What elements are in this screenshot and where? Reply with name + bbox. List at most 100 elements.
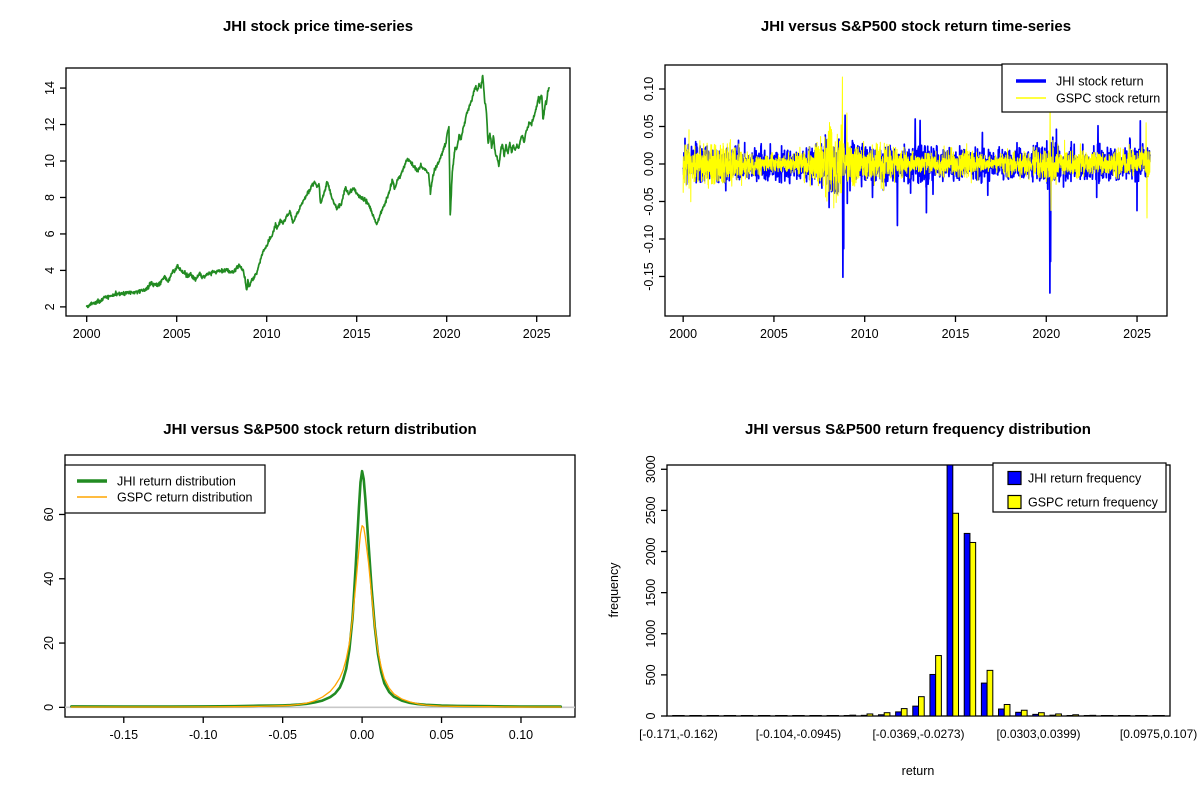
y-tick-label: 2 — [43, 303, 57, 310]
jhi-frequency-bar — [1032, 713, 1040, 717]
histogram-ylabel: frequency — [607, 562, 621, 618]
y-tick-label: 500 — [644, 664, 658, 685]
x-tick-label: -0.15 — [110, 728, 139, 742]
gspc-density-curve — [70, 525, 562, 708]
plot-border — [664, 64, 1168, 317]
histogram-xlabel: return — [902, 764, 935, 778]
gspc-frequency-bar — [815, 715, 822, 717]
y-tick-label: 20 — [42, 636, 56, 650]
gspc-frequency-bar — [969, 541, 977, 717]
density-chart-title: JHI versus S&P500 stock return distribut… — [163, 421, 476, 438]
legend-box — [64, 464, 266, 514]
x-tick-label: 2010 — [851, 327, 879, 341]
gspc-frequency-bar — [883, 712, 891, 717]
bin-range-label: [0.0303,0.0399) — [996, 727, 1080, 741]
x-tick-label: 2000 — [669, 327, 697, 341]
jhi-price-line — [85, 74, 550, 309]
gspc-frequency-bar — [918, 696, 925, 717]
x-tick-label: 2010 — [253, 327, 281, 341]
jhi-frequency-bar — [1066, 715, 1074, 717]
x-tick-label: 2015 — [942, 327, 970, 341]
gspc-frequency-bar — [729, 715, 737, 717]
y-tick-label: 0.05 — [642, 114, 656, 138]
jhi-frequency-bar — [1015, 711, 1022, 717]
density-chart-content: -0.15 -0.10 -0.05 0.00 0.05 0.10 0 20 40 60 JHI re… — [42, 454, 576, 742]
jhi-frequency-bar — [1049, 714, 1057, 717]
gspc-frequency-bar — [849, 714, 857, 717]
legend-label: JHI stock return — [1056, 75, 1144, 89]
gspc-return-line — [682, 76, 1151, 219]
price-chart-title: JHI stock price time-series — [223, 18, 413, 35]
y-tick-label: 8 — [43, 194, 57, 201]
y-tick-label: -0.10 — [642, 225, 656, 254]
x-tick-label: 0.10 — [509, 728, 533, 742]
jhi-frequency-bar — [877, 714, 885, 717]
jhi-frequency-bar — [672, 715, 679, 717]
x-tick-label: -0.05 — [268, 728, 297, 742]
y-tick-label: 2500 — [644, 496, 658, 524]
y-tick-label: 4 — [43, 267, 57, 274]
jhi-frequency-bar — [860, 714, 868, 717]
x-tick-label: 0.00 — [350, 728, 374, 742]
legend-label: JHI return distribution — [117, 475, 236, 489]
bin-range-label: [0.0975,0.107) — [1120, 727, 1197, 741]
jhi-frequency-bar — [929, 673, 937, 717]
jhi-frequency-bar — [963, 532, 971, 717]
x-tick-label: 2020 — [1032, 327, 1060, 341]
density-chart: JHI versus S&P500 stock return distribut… — [42, 421, 576, 742]
y-tick-label: 0.10 — [642, 77, 656, 101]
jhi-frequency-bar — [757, 715, 765, 717]
bin-range-label: [-0.171,-0.162) — [639, 727, 718, 741]
plot-border — [65, 67, 571, 317]
jhi-frequency-bar — [723, 715, 731, 717]
jhi-frequency-bar — [809, 715, 817, 717]
gspc-frequency-bar — [952, 512, 960, 717]
y-tick-label: 0 — [42, 704, 56, 711]
jhi-frequency-bar — [895, 711, 902, 717]
gspc-frequency-bar — [1003, 703, 1011, 717]
gspc-frequency-bar — [1038, 712, 1045, 717]
gspc-frequency-bar — [866, 713, 874, 717]
histogram-chart-title: JHI versus S&P500 return frequency distr… — [745, 421, 1091, 438]
gspc-frequency-bar — [986, 669, 994, 717]
histogram-chart: JHI versus S&P500 return frequency distr… — [607, 421, 1197, 778]
gspc-frequency-bar — [763, 715, 771, 717]
y-tick-label: 12 — [43, 118, 57, 132]
bin-range-label: [-0.0369,-0.0273) — [872, 727, 964, 741]
jhi-frequency-bar — [1083, 715, 1091, 717]
bin-range-label: [-0.104,-0.0945) — [756, 727, 841, 741]
gspc-frequency-bar — [935, 655, 942, 717]
gspc-frequency-bar — [832, 715, 839, 717]
price-chart-content: 2000 2005 2010 2015 2020 2025 2 4 6 8 10 12 14 — [43, 67, 571, 341]
legend-label: JHI return frequency — [1028, 472, 1142, 486]
jhi-frequency-bar — [706, 715, 714, 717]
jhi-frequency-bar — [1152, 715, 1160, 717]
legend-label: GSPC stock return — [1056, 92, 1160, 106]
legend-box — [992, 462, 1167, 513]
legend-square-swatch — [1007, 470, 1022, 486]
gspc-frequency-bar — [797, 715, 805, 717]
returns-chart-title: JHI versus S&P500 stock return time-seri… — [761, 18, 1071, 35]
gspc-frequency-bar — [1158, 715, 1165, 717]
y-tick-label: 0 — [644, 712, 658, 719]
jhi-frequency-bar — [998, 708, 1005, 717]
gspc-frequency-bar — [677, 715, 685, 717]
jhi-frequency-bar — [689, 715, 697, 717]
gspc-frequency-bar — [1106, 715, 1114, 717]
histogram-chart-content: 0 500 1000 1500 2000 2500 3000 [-0.171,-0.162) [… — [639, 455, 1197, 741]
gspc-frequency-bar — [900, 708, 908, 717]
y-tick-label: 3000 — [644, 455, 658, 483]
returns-chart-content: 2000 2005 2010 2015 2020 2025 0.10 0.05 0.00 -0.0… — [642, 63, 1168, 341]
gspc-frequency-bar — [1055, 713, 1062, 717]
x-tick-label: 2015 — [343, 327, 371, 341]
gspc-frequency-bar — [1020, 709, 1028, 717]
jhi-frequency-bar — [1135, 715, 1142, 717]
jhi-frequency-bar — [826, 715, 834, 717]
gspc-frequency-bar — [780, 715, 788, 717]
x-tick-label: 2025 — [1123, 327, 1151, 341]
x-tick-label: 2005 — [760, 327, 788, 341]
y-tick-label: 1000 — [644, 620, 658, 648]
jhi-frequency-bar — [843, 715, 851, 717]
y-tick-label: 2000 — [644, 538, 658, 566]
